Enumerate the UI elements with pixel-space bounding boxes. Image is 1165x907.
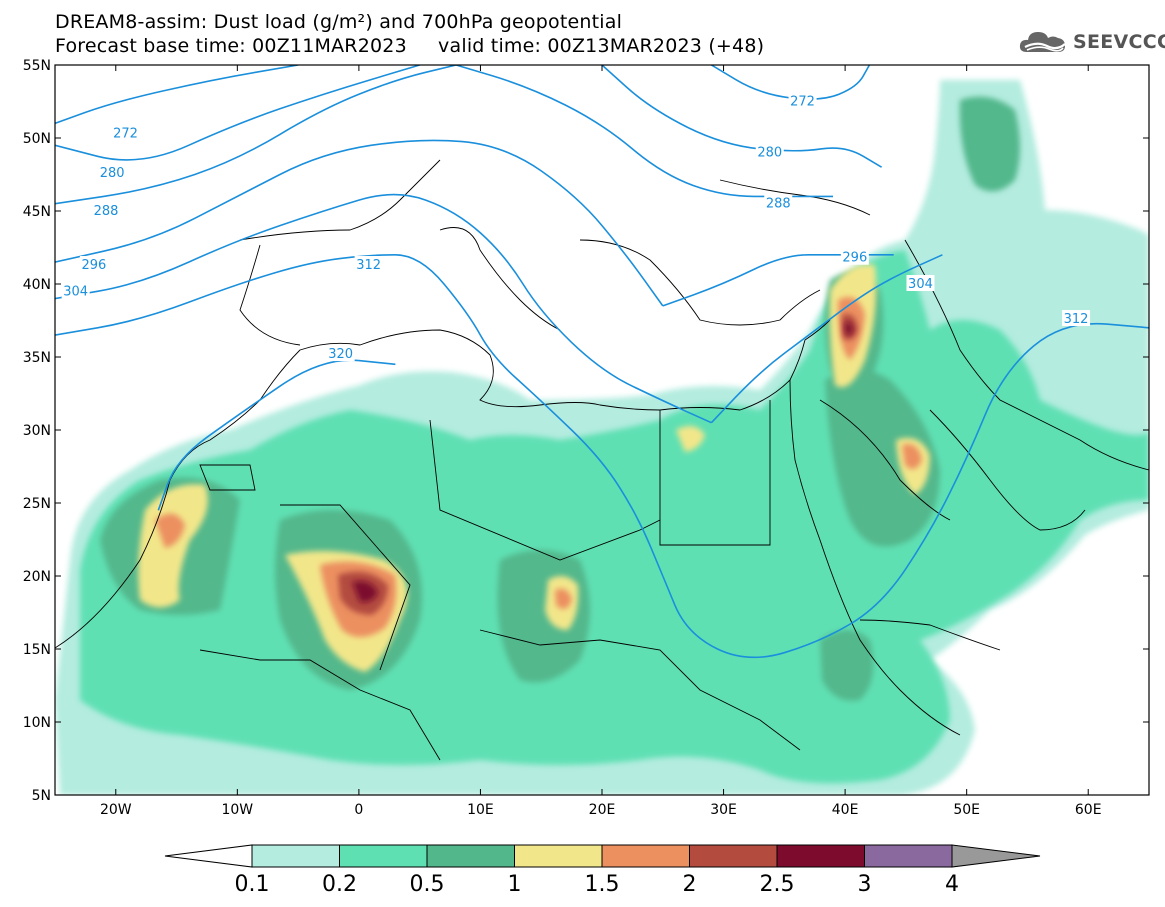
coastlines: [55, 159, 1149, 761]
lat-tick-label: 45N: [23, 204, 51, 220]
lat-tick-label: 40N: [23, 277, 51, 293]
lon-tick-label: 0: [354, 802, 363, 818]
lat-tick-label: 15N: [23, 642, 51, 658]
contour-label-bg: [92, 202, 121, 218]
contour-line-288: [55, 65, 457, 205]
colorbar-swatch-2.5: [776, 844, 865, 868]
contour-label-bg: [326, 345, 355, 362]
lat-tick-label: 55N: [23, 58, 51, 74]
colorbar-swatch-0.1: [251, 844, 340, 868]
colorbar-swatch-1: [514, 844, 603, 868]
colorbar-tick-label: 0.1: [235, 872, 270, 897]
logo-text: SEEVCCC: [1073, 31, 1165, 53]
map-axes: 20W 10W 0 10E 20E 30E 40E 50E 60E 55N 50N 45N 40N 35N…: [23, 58, 1149, 818]
contour-label: 296: [842, 251, 867, 266]
contour-label: 312: [356, 258, 381, 273]
dust-band-2.5: [352, 321, 853, 603]
lon-tick-label: 50E: [953, 802, 980, 818]
contour-label-bg: [906, 275, 935, 291]
cloud-icon: [1019, 32, 1066, 52]
contour-label: 296: [81, 258, 106, 273]
colorbar-swatch-0.2: [339, 844, 428, 868]
lat-tick-label: 35N: [23, 350, 51, 366]
lon-tick-label: 10E: [467, 802, 494, 818]
colorbar-tick-label: 0.2: [322, 872, 357, 897]
colorbar-tick-label: 2: [683, 872, 697, 897]
contour-line-296: [662, 254, 894, 307]
map-title: DREAM8-assim: Dust load (g/m²) and 700hP…: [55, 11, 623, 33]
contour-line-296: [55, 139, 664, 307]
colorbar-tick-label: 3: [858, 872, 872, 897]
contour-label-bg: [788, 92, 817, 109]
contour-line-312: [662, 322, 1149, 659]
seevccc-logo: SEEVCCC: [1017, 28, 1165, 56]
geopotential-contours: 272 272 280 280 288 288 296 296 304 304 312 312 320: [55, 65, 1149, 659]
contour-label: 288: [766, 197, 791, 212]
contour-label: 280: [757, 146, 782, 161]
contour-label-bg: [79, 256, 108, 273]
lat-tick-label: 10N: [23, 715, 51, 731]
contour-label: 304: [63, 284, 88, 299]
contour-label: 288: [94, 204, 119, 219]
contour-label-bg: [61, 282, 90, 299]
colorbar-tick-label: 0.5: [410, 872, 445, 897]
contour-line-312: [55, 253, 664, 577]
dust-band-0.2: [80, 250, 1149, 784]
contour-label: 272: [790, 95, 815, 110]
dust-load-field: [55, 80, 1149, 795]
contour-line-304: [710, 254, 943, 424]
colorbar-swatch-0.5: [426, 844, 515, 868]
colorbar-swatch-3: [864, 844, 953, 868]
lat-tick-label: 20N: [23, 569, 51, 585]
dust-colorbar: 0.1 0.2 0.5 1 1.5 2 2.5 3 4: [164, 844, 1041, 897]
contour-line-288: [455, 65, 833, 198]
contour-line-304: [55, 193, 712, 424]
contour-label-bg: [98, 164, 127, 181]
colorbar-over-arrow: [951, 844, 1041, 868]
lon-tick-label: 30E: [710, 802, 737, 818]
contour-label: 304: [908, 277, 933, 292]
colorbar-tick-label: 1: [508, 872, 522, 897]
contour-label: 312: [1064, 312, 1089, 327]
contour-label-bg: [111, 124, 140, 141]
lon-tick-label: 40E: [832, 802, 859, 818]
contour-line-272: [55, 65, 299, 125]
lat-tick-label: 50N: [23, 131, 51, 147]
colorbar-swatch-1.5: [601, 844, 690, 868]
contour-label: 272: [113, 127, 138, 142]
lon-tick-label: 20W: [100, 802, 132, 818]
colorbar-swatch-2: [689, 844, 778, 868]
lat-tick-label: 25N: [23, 496, 51, 512]
lat-tick-label: 5N: [32, 788, 51, 804]
contour-label-bg: [764, 194, 793, 211]
contour-line-280: [601, 65, 883, 168]
contour-label-bg: [1062, 310, 1091, 327]
colorbar-tick-label: 4: [945, 872, 959, 897]
contour-line-320: [157, 359, 396, 511]
contour-label-bg: [755, 143, 784, 160]
lon-tick-label: 20E: [589, 802, 616, 818]
forecast-time-line: Forecast base time: 00Z11MAR2023 valid t…: [55, 35, 765, 57]
contour-label: 280: [100, 166, 125, 181]
contour-label-bg: [354, 256, 383, 273]
lon-tick-label: 10W: [221, 802, 253, 818]
lon-tick-label: 60E: [1075, 802, 1102, 818]
contour-label: 320: [328, 347, 353, 362]
contour-label-bg: [840, 248, 869, 265]
colorbar-tick-label: 2.5: [760, 872, 795, 897]
colorbar-under-arrow: [164, 844, 253, 868]
contour-line-280: [55, 65, 420, 161]
colorbar-tick-label: 1.5: [585, 872, 620, 897]
lat-tick-label: 30N: [23, 423, 51, 439]
